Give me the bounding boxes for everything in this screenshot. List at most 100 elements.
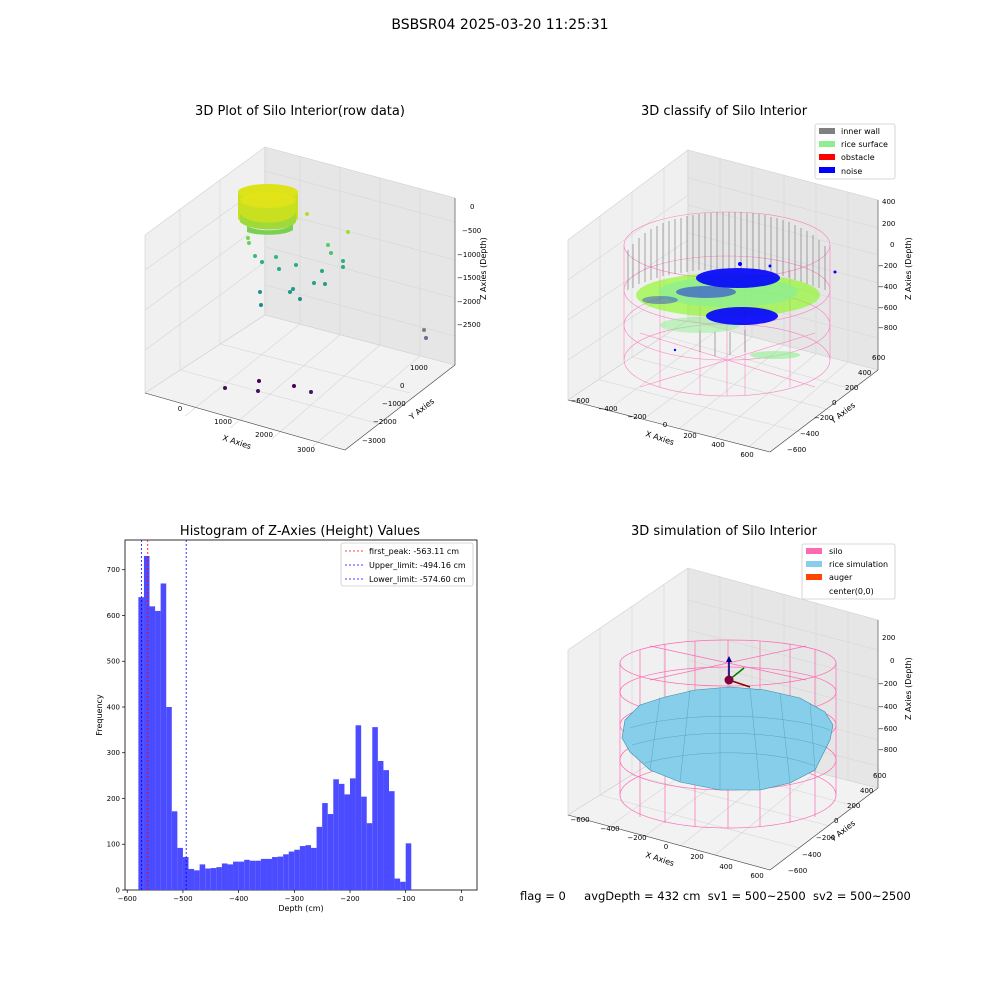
legend-swatch-auger bbox=[806, 574, 822, 580]
histogram-y-tick-label: 700 bbox=[107, 566, 120, 574]
histogram-x-tick-label: −600 bbox=[118, 895, 137, 903]
legend-swatch-obstacle bbox=[819, 154, 835, 160]
histogram-bar bbox=[361, 796, 367, 890]
p4-ytick: 400 bbox=[860, 787, 873, 795]
histogram-x-tick-label: −300 bbox=[285, 895, 304, 903]
histogram-bar bbox=[350, 778, 356, 890]
histogram-bar bbox=[155, 610, 161, 890]
histogram-bar bbox=[333, 779, 339, 890]
panel1-title: 3D Plot of Silo Interior(row data) bbox=[195, 104, 405, 119]
p4-xtick: −200 bbox=[627, 834, 646, 842]
p4-ztick: −400 bbox=[878, 703, 897, 711]
histogram-bar bbox=[171, 811, 178, 890]
p2-ztick: 0 bbox=[890, 241, 894, 249]
p2-xtick: −200 bbox=[627, 413, 646, 421]
p2-ytick: 0 bbox=[832, 399, 836, 407]
histogram-bar bbox=[316, 826, 323, 890]
histogram-bar bbox=[288, 851, 295, 890]
histogram-bar bbox=[294, 849, 300, 890]
legend-swatch-noise bbox=[819, 167, 835, 173]
p1-ylabel: Y Axies bbox=[407, 397, 436, 423]
p4-ztick: −200 bbox=[878, 680, 897, 688]
p2-xtick: 600 bbox=[740, 451, 753, 459]
histogram-bars bbox=[138, 556, 412, 890]
p4-xtick: −600 bbox=[570, 816, 589, 824]
p4-ytick: 200 bbox=[847, 802, 860, 810]
histogram-bar bbox=[355, 725, 362, 890]
histogram-bar bbox=[322, 803, 328, 890]
panel4-plot: −600 −400 −200 0 200 400 600 600 400 200… bbox=[567, 543, 913, 880]
p1-ytick: −1000 bbox=[382, 400, 406, 408]
figure-title: BSBSR04 2025-03-20 11:25:31 bbox=[391, 17, 609, 33]
p4-xtick: 600 bbox=[750, 872, 763, 880]
p2-xtick: 400 bbox=[711, 441, 724, 449]
footer-flag: flag = 0 bbox=[520, 889, 566, 903]
p1-xtick: 3000 bbox=[297, 446, 315, 454]
histogram-bar bbox=[227, 864, 234, 890]
histogram-bar bbox=[249, 860, 256, 890]
histogram-y-tick-label: 100 bbox=[107, 841, 120, 849]
raw-points-cluster bbox=[238, 184, 298, 235]
p4-ytick: −400 bbox=[802, 851, 821, 859]
histogram-bar bbox=[372, 727, 378, 890]
legend-swatch-rice-surface bbox=[819, 141, 835, 147]
histogram-bar bbox=[266, 858, 273, 890]
histogram-bar bbox=[299, 846, 306, 890]
p4-center-marker bbox=[724, 656, 751, 688]
legend-label: silo bbox=[829, 547, 843, 556]
p2-xtick: 0 bbox=[663, 421, 667, 429]
p1-xtick: 1000 bbox=[214, 418, 232, 426]
legend-swatch-rice-simulation bbox=[806, 561, 822, 567]
footer-avg-depth: avgDepth = 432 cm bbox=[584, 889, 701, 903]
p4-rice-simulation-surface bbox=[621, 686, 834, 791]
histogram-x-tick-label: −500 bbox=[173, 895, 192, 903]
p4-ztick: −600 bbox=[878, 725, 897, 733]
p2-zlabel: Z Axies (Depth) bbox=[904, 237, 913, 300]
histogram-bar bbox=[405, 843, 412, 890]
histogram-legend: first_peak: -563.11 cm Upper_limit: -494… bbox=[340, 542, 474, 587]
p2-ytick: 200 bbox=[845, 384, 858, 392]
p1-ztick: 0 bbox=[470, 203, 474, 211]
histogram-bar bbox=[389, 791, 395, 890]
p2-ztick: −400 bbox=[878, 283, 897, 291]
p2-ytick: −600 bbox=[787, 446, 806, 454]
histogram-axes-frame bbox=[124, 539, 478, 891]
histogram-ylabel: Frequency bbox=[95, 694, 104, 736]
p2-ztick: −200 bbox=[878, 262, 897, 270]
histogram-bar bbox=[377, 760, 384, 890]
histogram-bar bbox=[338, 783, 345, 890]
p1-xlabel: X Axies bbox=[221, 433, 252, 451]
legend-label: rice surface bbox=[841, 140, 888, 149]
p4-ztick: 0 bbox=[890, 657, 894, 665]
p2-ztick: −800 bbox=[878, 324, 897, 332]
histogram-y-tick-label: 0 bbox=[116, 887, 120, 895]
histogram-bar bbox=[272, 857, 278, 890]
histogram-bar bbox=[344, 794, 351, 890]
p2-ytick: −200 bbox=[814, 414, 833, 422]
histogram-y-tick-label: 200 bbox=[107, 795, 120, 803]
histogram-bar bbox=[283, 854, 289, 890]
histogram-bar bbox=[277, 856, 284, 890]
p4-zlabel: Z Axies (Depth) bbox=[904, 657, 913, 720]
p4-xtick: 0 bbox=[664, 843, 668, 851]
histogram-bar bbox=[149, 606, 156, 890]
panel3-histogram: −600 −500 −400 −300 −200 −100 0 0 100 200 300 400 5… bbox=[95, 539, 478, 913]
histogram-bar bbox=[177, 847, 183, 890]
histogram-bar bbox=[166, 706, 172, 890]
histogram-bar bbox=[233, 861, 239, 890]
histogram-bar bbox=[260, 858, 267, 890]
legend-lower-limit: Lower_limit: -574.60 cm bbox=[369, 575, 466, 584]
p1-xtick: 2000 bbox=[255, 431, 273, 439]
p2-legend: inner wall rice surface obstacle noise bbox=[814, 123, 896, 180]
histogram-bar bbox=[366, 823, 373, 890]
histogram-bar bbox=[160, 583, 167, 890]
p2-ztick: −600 bbox=[878, 304, 897, 312]
p2-ytick: 600 bbox=[872, 354, 885, 362]
p2-xtick: −400 bbox=[598, 405, 617, 413]
p1-zlabel: Z Axies (Depth) bbox=[479, 237, 488, 300]
histogram-bar bbox=[210, 868, 217, 890]
histogram-bar bbox=[194, 870, 200, 890]
footer-sv1: sv1 = 500~2500 bbox=[707, 889, 806, 903]
histogram-y-ticks: 0 100 200 300 400 500 600 700 bbox=[107, 566, 125, 895]
p2-inner-wall-points bbox=[627, 212, 826, 356]
